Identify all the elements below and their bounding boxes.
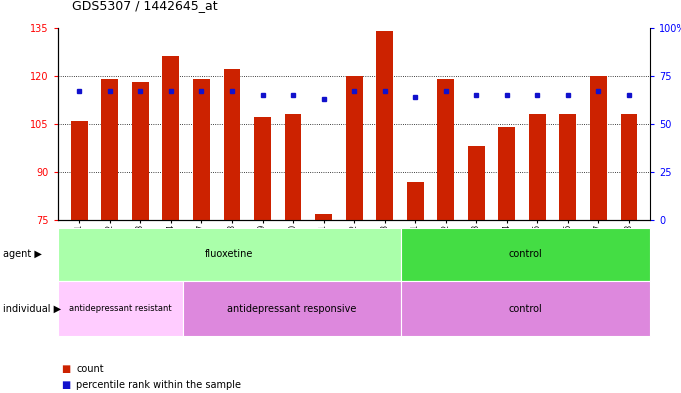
Text: ■: ■ <box>61 380 71 390</box>
Text: percentile rank within the sample: percentile rank within the sample <box>76 380 241 390</box>
Bar <box>498 127 516 220</box>
Text: count: count <box>76 364 104 375</box>
Bar <box>163 56 179 220</box>
Bar <box>529 114 545 220</box>
Bar <box>315 214 332 220</box>
Bar <box>346 75 362 220</box>
Bar <box>560 114 576 220</box>
Bar <box>254 118 271 220</box>
Bar <box>407 182 424 220</box>
Bar <box>101 79 118 220</box>
Bar <box>620 114 637 220</box>
Bar <box>377 31 393 220</box>
Bar <box>193 79 210 220</box>
Text: individual ▶: individual ▶ <box>3 303 61 314</box>
Text: GDS5307 / 1442645_at: GDS5307 / 1442645_at <box>72 0 217 12</box>
Bar <box>437 79 454 220</box>
Bar <box>285 114 302 220</box>
Text: antidepressant resistant: antidepressant resistant <box>69 304 172 313</box>
Text: ■: ■ <box>61 364 71 375</box>
Bar <box>132 82 148 220</box>
Text: fluoxetine: fluoxetine <box>205 250 253 259</box>
Text: control: control <box>509 303 543 314</box>
Text: antidepressant responsive: antidepressant responsive <box>227 303 356 314</box>
Text: agent ▶: agent ▶ <box>3 250 42 259</box>
Bar <box>590 75 607 220</box>
Text: control: control <box>509 250 543 259</box>
Bar <box>71 121 88 220</box>
Bar <box>223 69 240 220</box>
Bar <box>468 146 485 220</box>
